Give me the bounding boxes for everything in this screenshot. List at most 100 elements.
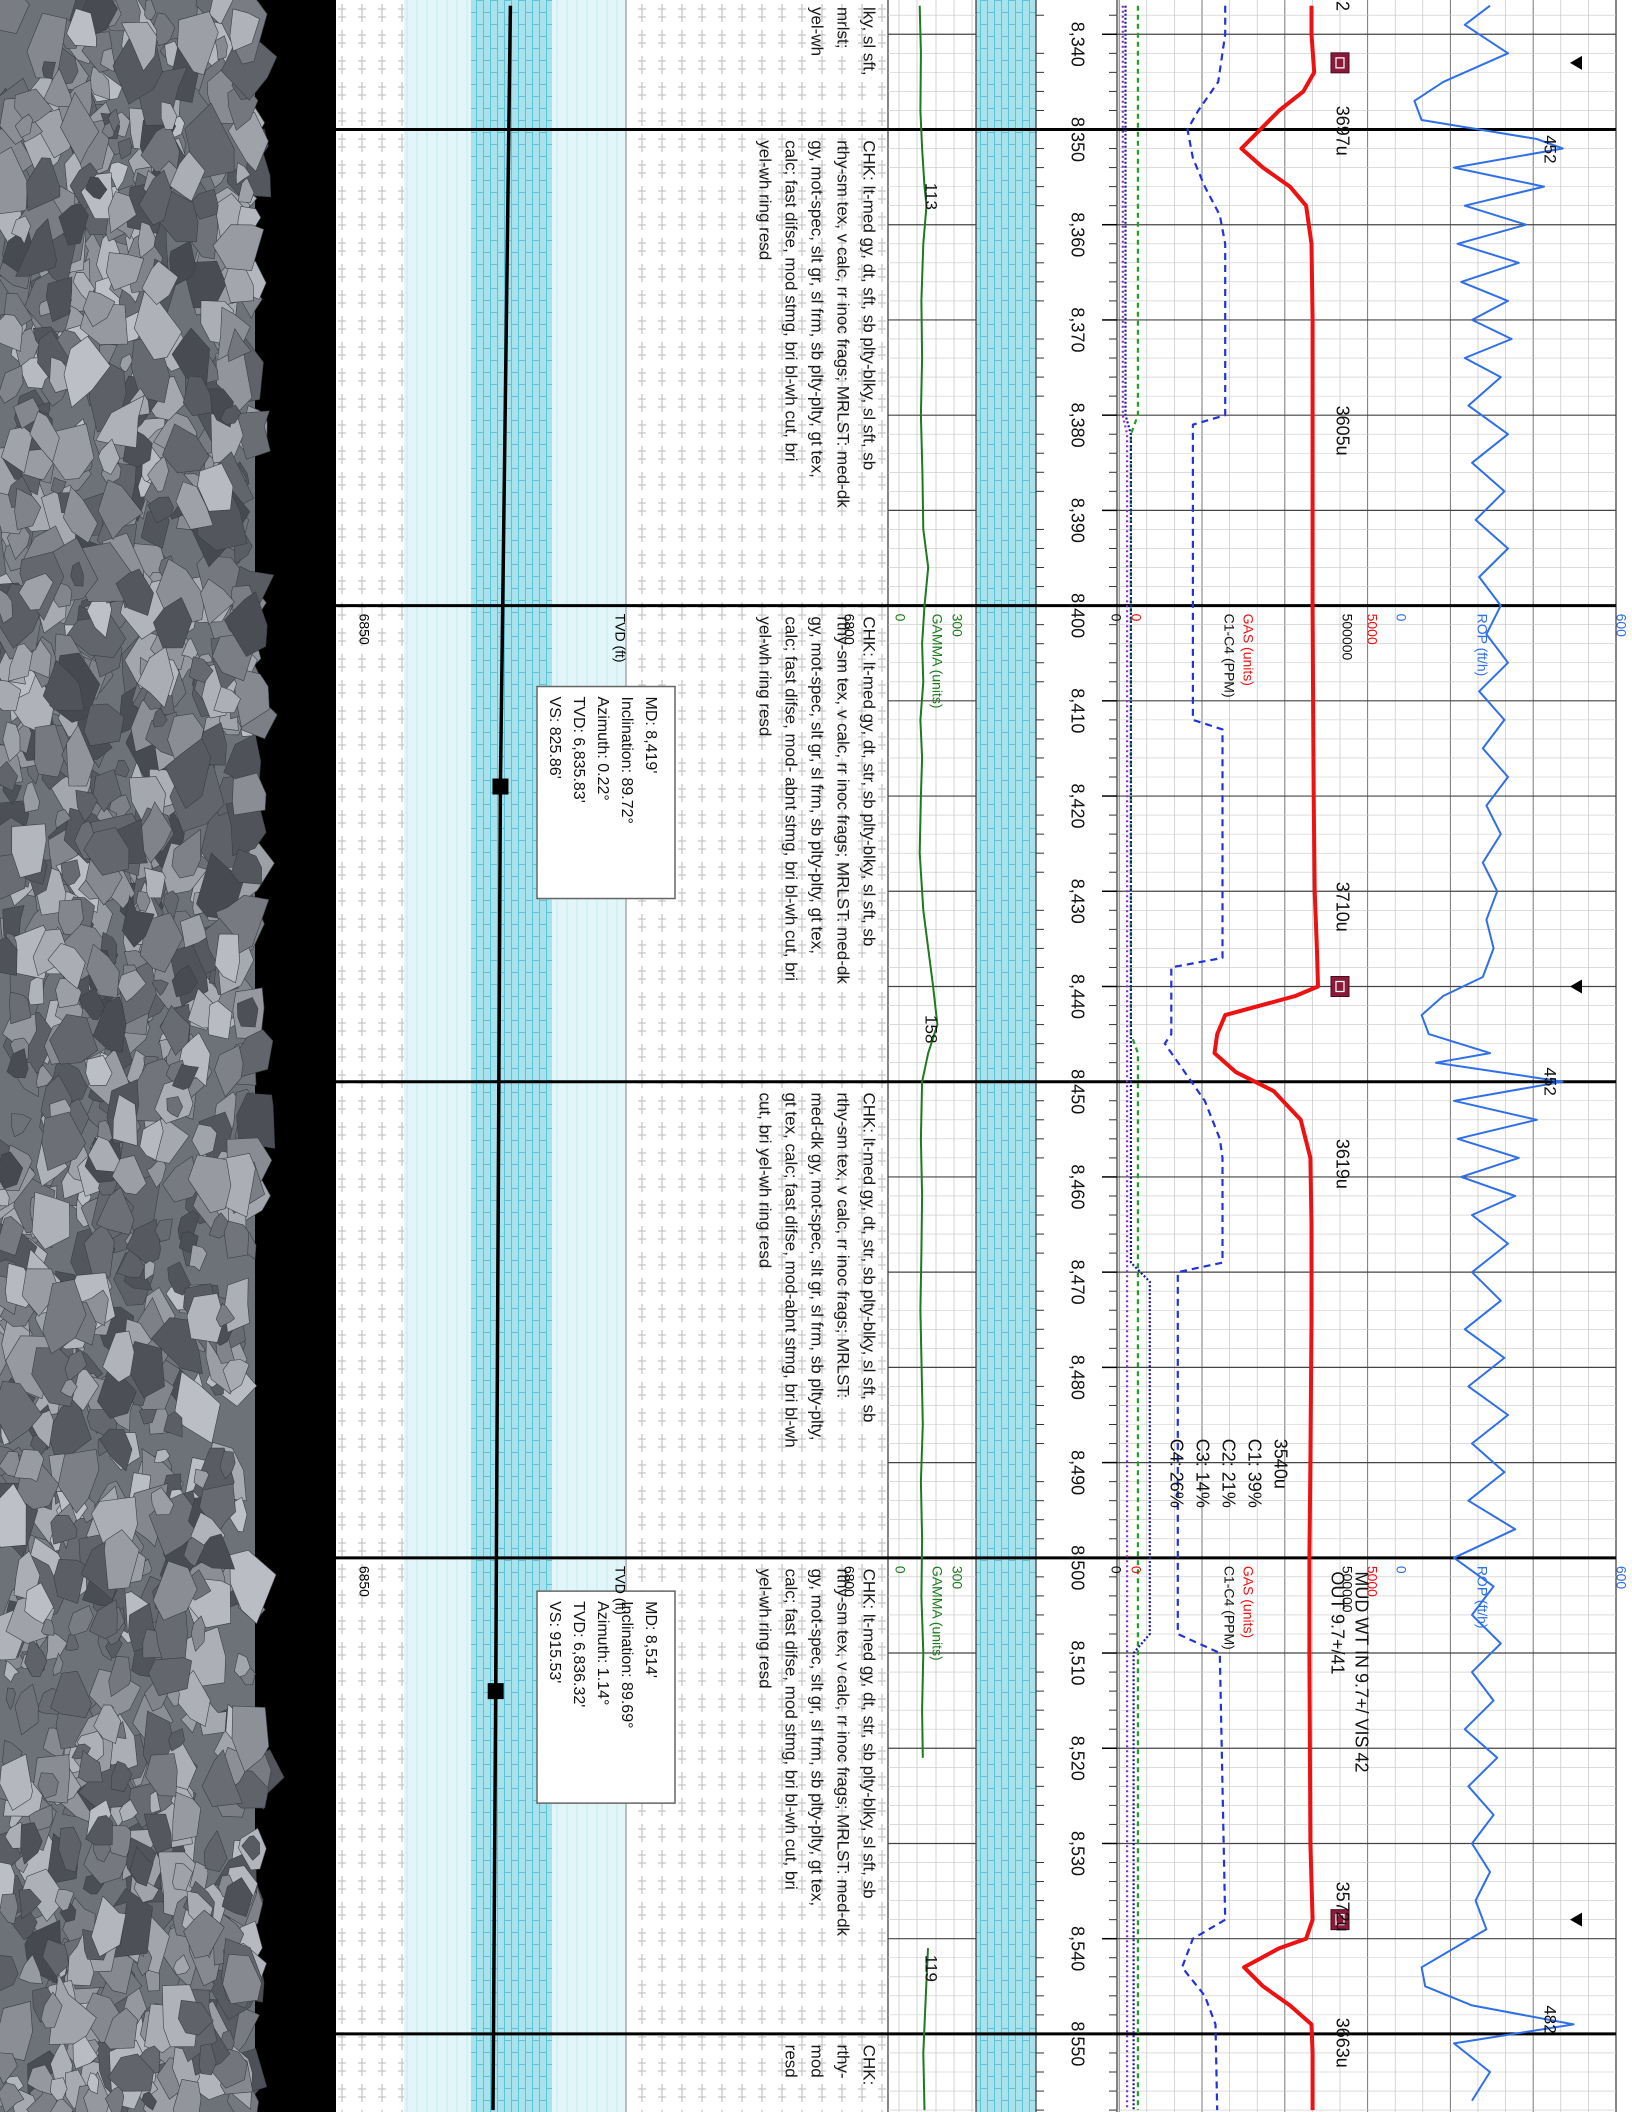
rock-chip bbox=[227, 327, 252, 363]
rock-chip bbox=[224, 591, 268, 657]
rock-chip bbox=[197, 463, 234, 512]
rock-chip bbox=[70, 561, 84, 587]
rock-chip bbox=[143, 1813, 173, 1854]
track-header: 300 bbox=[949, 1566, 965, 1590]
rock-chip bbox=[0, 1151, 24, 1190]
depth-label: 8,430 bbox=[1067, 879, 1087, 924]
rock-chip bbox=[10, 1113, 32, 1138]
survey-text: MD: 8,419' bbox=[642, 697, 659, 774]
rock-chip bbox=[52, 1652, 64, 1676]
rock-chip bbox=[99, 1428, 133, 1472]
rock-chip bbox=[26, 157, 61, 212]
rock-chip bbox=[119, 1799, 139, 1823]
rock-chip bbox=[237, 997, 259, 1028]
depth-flag bbox=[1570, 1912, 1582, 1927]
labels: 8,340 8,350 8,360 8,370 8,380 8,390 8,400 8,410… bbox=[356, 1, 1629, 2085]
survey-marker bbox=[492, 778, 509, 795]
track-header: 0 bbox=[1108, 1566, 1124, 1574]
gas-annotation: 3710u bbox=[1332, 882, 1352, 932]
rock-chip bbox=[47, 942, 86, 990]
rock-chip bbox=[152, 707, 168, 728]
lithology-description: calc; fast difse, mod stmg, bri bl-wh cu… bbox=[782, 140, 801, 461]
rock-chip bbox=[20, 1822, 43, 1865]
rock-chip bbox=[58, 203, 89, 246]
track-header: 0 bbox=[1128, 614, 1144, 622]
rock-chip bbox=[160, 101, 178, 130]
track-header: 500000 bbox=[1339, 1566, 1355, 1613]
rock-chip bbox=[6, 1048, 29, 1079]
rock-chip bbox=[0, 1380, 43, 1444]
depth-label: 8,540 bbox=[1067, 1926, 1087, 1971]
rock-chip bbox=[86, 2072, 100, 2095]
rock-chip bbox=[49, 1014, 99, 1065]
rock-chip bbox=[41, 61, 56, 80]
curve bbox=[1413, 4, 1575, 2102]
rock-chip bbox=[2, 721, 21, 763]
depth-label: 8,360 bbox=[1067, 212, 1087, 257]
track-header: 600 bbox=[1613, 614, 1629, 638]
lithology-description: cut, bri yel-wh ring resd bbox=[756, 1092, 775, 1268]
rock-chip bbox=[237, 177, 255, 203]
gas-annotation: 3663u bbox=[1332, 2018, 1352, 2068]
lithology-description: CHK: lt-med gy, dt, sft, sb plty-blky, s… bbox=[860, 140, 879, 470]
rock-chip bbox=[164, 737, 212, 809]
rock-chip bbox=[179, 913, 208, 949]
rock-chip bbox=[0, 1953, 19, 1992]
rock-chip bbox=[231, 848, 262, 885]
lithology-description: rthy-sm tex, v calc, rr inoc frags; MRLS… bbox=[834, 1569, 853, 1937]
rock-chip bbox=[0, 588, 13, 624]
rock-chip bbox=[49, 2098, 74, 2112]
track-header: 6800 bbox=[841, 614, 857, 645]
rock-chip bbox=[15, 218, 57, 277]
track-header: ROP (ft/h) bbox=[1474, 1566, 1490, 1629]
gas-marker bbox=[1330, 975, 1350, 997]
rock-chip bbox=[222, 1953, 262, 2005]
gas-annotation: 3605u bbox=[1332, 406, 1352, 456]
rock-chip bbox=[64, 1349, 88, 1382]
rock-chip bbox=[40, 1991, 63, 2029]
rock-chip bbox=[198, 2043, 217, 2076]
rock-chip bbox=[34, 723, 66, 778]
rock-chip bbox=[79, 987, 105, 1021]
survey-text: TVD: 6,836.32' bbox=[570, 1601, 587, 1707]
rock-chip bbox=[232, 772, 267, 816]
rock-chip bbox=[42, 1279, 87, 1355]
gas-marker-glyph bbox=[1335, 980, 1345, 993]
depth-label: 8,370 bbox=[1067, 307, 1087, 352]
depth-label: 8,440 bbox=[1067, 974, 1087, 1019]
track-header: 6850 bbox=[356, 614, 372, 645]
rock-chip bbox=[60, 1378, 78, 1398]
rock-chip bbox=[171, 828, 201, 879]
track-header: GAS (units) bbox=[1240, 1566, 1256, 1638]
lithology-description: rthy- bbox=[834, 2045, 853, 2079]
track-header: 0 bbox=[1393, 1566, 1409, 1574]
rock-chip bbox=[176, 11, 219, 76]
rock-chip bbox=[24, 1582, 54, 1624]
lithology-description: mod bbox=[808, 2045, 827, 2078]
curve bbox=[1212, 5, 1320, 2111]
rock-chip bbox=[142, 1628, 162, 1659]
lithology-description: gt tex, calc; fast difse, mod-abnt stmg,… bbox=[782, 1092, 801, 1447]
depth-flag bbox=[1570, 55, 1582, 70]
rock-chip bbox=[139, 912, 184, 973]
rock-chip bbox=[3, 1660, 20, 1683]
rock-chip bbox=[229, 8, 260, 52]
track-header: 0 bbox=[892, 1566, 908, 1574]
survey-marker bbox=[487, 1683, 504, 1700]
curve bbox=[1121, 5, 1129, 2111]
lithology-description: yel-wh ring resd bbox=[756, 140, 775, 260]
survey-text: Azimuth: 0.22° bbox=[594, 697, 611, 801]
rock-chip bbox=[112, 1094, 138, 1147]
rock-chip bbox=[188, 656, 214, 683]
rock-chip bbox=[193, 1468, 210, 1489]
rock-chip bbox=[65, 1634, 79, 1651]
depth-label: 8,480 bbox=[1067, 1355, 1087, 1400]
track-header: GAMMA (units) bbox=[929, 614, 945, 709]
rock-chip bbox=[214, 933, 240, 984]
rock-chip bbox=[221, 1877, 254, 1917]
rock-chip bbox=[152, 1560, 198, 1621]
rock-chip bbox=[50, 476, 67, 494]
rock-chip bbox=[172, 1862, 194, 1891]
rock-chip bbox=[191, 1123, 218, 1157]
gamma-annotation: 158 bbox=[922, 1015, 941, 1043]
